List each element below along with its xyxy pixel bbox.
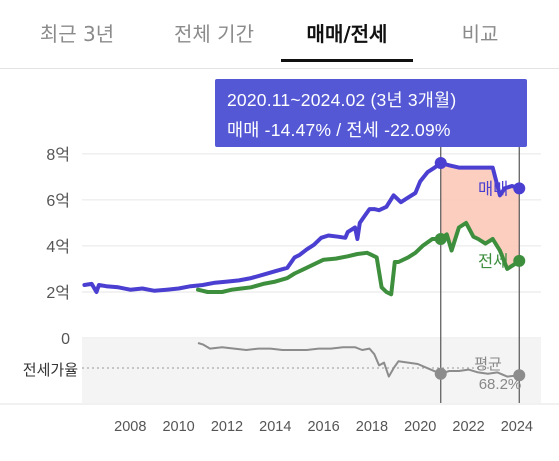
jeonse-series-label: 전세 [478, 252, 508, 271]
x-tick-label: 2022 [452, 419, 484, 435]
x-tick-label: 2024 [501, 419, 533, 435]
tab-bar: 최근 3년 전체 기간 매매/전세 비교 [0, 0, 559, 69]
x-tick-label: 2010 [162, 419, 194, 435]
ratio-end-marker [513, 369, 526, 382]
x-tick-label: 2012 [211, 419, 243, 435]
highlight-area [440, 163, 520, 269]
period-tooltip: 2020.11~2024.02 (3년 3개월) 매매 -14.47% / 전세… [215, 79, 527, 147]
y-tick-label: 2억 [46, 284, 70, 302]
tab-sale-jeonse[interactable]: 매매/전세 [281, 0, 413, 68]
jeonse-price-line [196, 220, 522, 297]
ratio-start-marker [434, 367, 447, 380]
average-label: 평균 [474, 356, 502, 373]
x-tick-label: 2020 [404, 419, 436, 435]
sale-start-marker [434, 157, 447, 170]
jeonse-ratio-line [197, 342, 520, 378]
y-tick-label: 4억 [46, 238, 70, 256]
sale-series-label: 매매 [478, 179, 508, 198]
average-value: 68.2% [479, 376, 522, 393]
y-tick-label: 6억 [46, 192, 70, 210]
sale-end-marker [513, 182, 526, 195]
tab-recent-3-years[interactable]: 최근 3년 [39, 22, 115, 46]
y-tick-label: 8억 [46, 146, 70, 164]
jeonse-end-marker [513, 254, 526, 267]
jeonse-start-marker [434, 233, 447, 245]
tab-all-period[interactable]: 전체 기간 [174, 22, 254, 46]
x-tick-label: 2018 [356, 419, 388, 435]
tab-compare[interactable]: 비교 [461, 22, 499, 46]
x-tick-label: 2008 [114, 419, 146, 435]
x-tick-label: 2016 [307, 419, 339, 435]
tooltip-period: 2020.11~2024.02 (3년 3개월) [227, 90, 457, 110]
ratio-axis-label: 전세가율 [23, 362, 78, 379]
tooltip-summary: 매매 -14.47% / 전세 -22.09% [227, 120, 451, 140]
x-tick-label: 2014 [259, 419, 291, 435]
y-tick-label: 0 [61, 331, 70, 348]
